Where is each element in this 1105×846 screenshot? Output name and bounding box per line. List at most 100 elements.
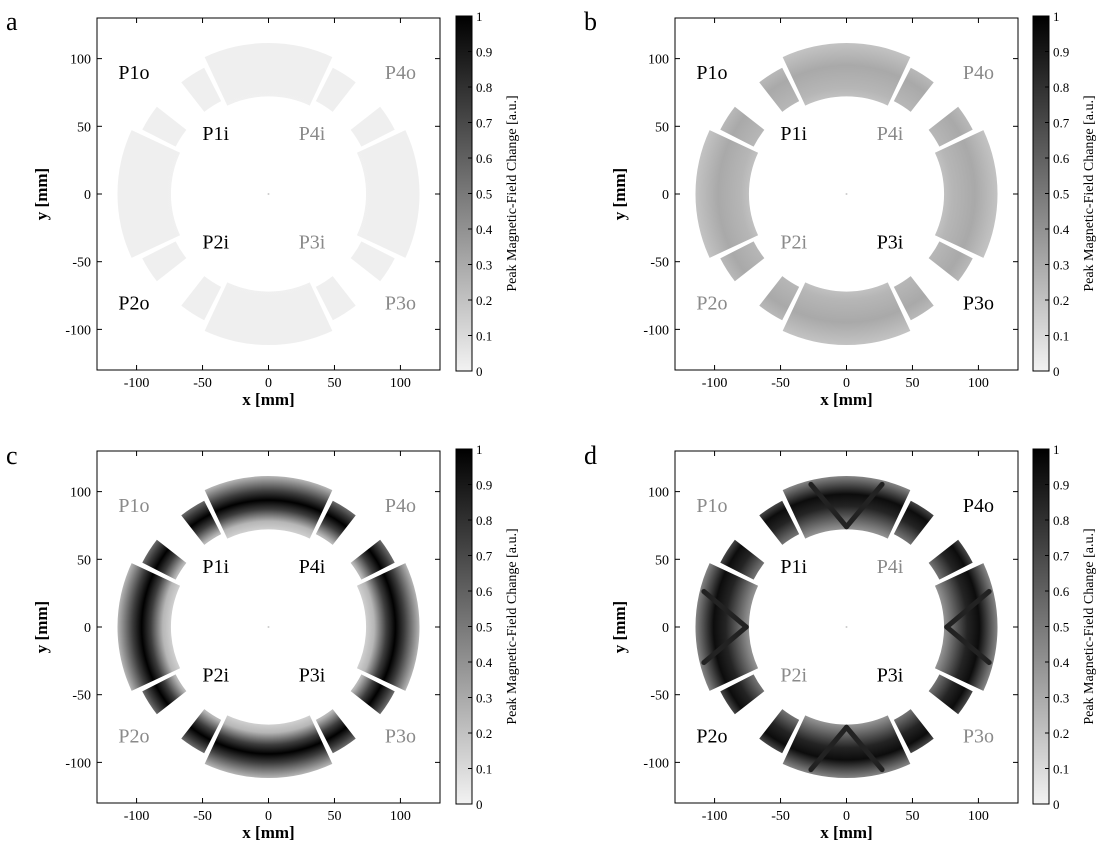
colorbar-label: Peak Magnetic-Field Change [a.u.]	[505, 528, 520, 724]
x-tick-label: -50	[771, 809, 790, 824]
colorbar-tick-label: 0.1	[1053, 762, 1069, 777]
pole-block	[350, 539, 395, 580]
field-streak	[944, 624, 992, 666]
pole-block	[142, 539, 187, 580]
pole-label-p2i: P2i	[202, 664, 229, 686]
y-tick-label: -50	[650, 689, 669, 704]
y-tick-label: -50	[72, 256, 91, 271]
x-tick-label: 50	[905, 809, 919, 824]
colorbar-tick-label: 0.5	[1053, 620, 1069, 635]
field-streak	[844, 481, 885, 530]
field-streak	[701, 588, 749, 630]
pole-label-p2o: P2o	[696, 725, 727, 747]
y-tick-label: -100	[65, 756, 91, 771]
pole-label-p3i: P3i	[299, 231, 326, 253]
pole-block	[142, 674, 187, 715]
pole-label-p4o: P4o	[385, 62, 416, 84]
pole-block	[350, 106, 395, 147]
pole-block	[759, 709, 800, 754]
colorbar-tick-label: 0.7	[1053, 116, 1070, 131]
x-tick-label: -100	[702, 376, 728, 391]
pole-label-p2o: P2o	[118, 292, 149, 314]
pole-top	[204, 475, 333, 539]
pole-block	[759, 500, 800, 545]
x-tick-label: 50	[327, 809, 341, 824]
pole-label-p4i: P4i	[299, 556, 326, 578]
panel-c: c -100 -50 0 50 100 -100 -50 0 50 100 x [mm] y [mm] P…	[6, 441, 520, 842]
pole-block	[928, 674, 973, 715]
pole-bottom	[782, 282, 911, 346]
y-tick-label: 100	[70, 53, 91, 68]
pole-label-p4i: P4i	[299, 123, 326, 145]
pole-label-p2i: P2i	[780, 664, 807, 686]
colorbar-tick-label: 0.1	[476, 329, 492, 344]
colorbar-tick-label: 0.4	[476, 655, 493, 670]
field-streak	[944, 588, 992, 630]
x-tick-label: 0	[843, 809, 850, 824]
y-axis-label: y [mm]	[610, 168, 629, 220]
x-axis-label: x [mm]	[820, 823, 872, 842]
field-streak	[808, 481, 849, 530]
y-tick-label: 50	[77, 553, 91, 568]
pole-block	[893, 67, 934, 112]
pole-label-p4i: P4i	[877, 123, 904, 145]
colorbar-tick-label: 0.1	[476, 762, 492, 777]
center-mark	[845, 193, 848, 195]
x-tick-label: 50	[327, 376, 341, 391]
pole-label-p1i: P1i	[780, 123, 807, 145]
y-axis-label: y [mm]	[32, 168, 51, 220]
pole-label-p3o: P3o	[385, 725, 416, 747]
colorbar-tick-label: 0.8	[476, 513, 492, 528]
x-tick-label: -100	[124, 809, 150, 824]
pole-label-p1o: P1o	[696, 495, 727, 517]
colorbar-tick-label: 0.8	[1053, 513, 1069, 528]
colorbar-tick-label: 0.3	[476, 258, 492, 273]
pole-block	[350, 241, 395, 282]
y-tick-label: 50	[655, 120, 669, 135]
pole-label-p3i: P3i	[877, 231, 904, 253]
y-tick-label: -100	[643, 756, 669, 771]
colorbar-tick-label: 0.6	[1053, 151, 1070, 166]
center-mark	[267, 193, 270, 195]
pole-block	[181, 709, 222, 754]
pole-label-p4o: P4o	[963, 62, 994, 84]
colorbar-tick-label: 0.7	[1053, 549, 1070, 564]
pole-block	[181, 67, 222, 112]
y-tick-label: 50	[77, 120, 91, 135]
pole-bottom	[204, 715, 333, 779]
colorbar-tick-label: 1	[1053, 9, 1060, 24]
pole-block	[759, 276, 800, 321]
colorbar-tick-label: 1	[1053, 442, 1060, 457]
pole-label-p3i: P3i	[877, 664, 904, 686]
pole-label-p3o: P3o	[385, 292, 416, 314]
colorbar-tick-label: 0.2	[476, 726, 492, 741]
pole-block	[142, 241, 187, 282]
colorbar-tick-label: 0.1	[1053, 329, 1069, 344]
x-tick-label: 100	[968, 809, 989, 824]
colorbar-tick-label: 0.4	[476, 222, 493, 237]
colorbar-label: Peak Magnetic-Field Change [a.u.]	[1082, 95, 1097, 291]
colorbar-tick-label: 0.2	[476, 293, 492, 308]
pole-left	[695, 130, 759, 258]
colorbar-tick-label: 0.9	[1053, 45, 1069, 60]
pole-block	[315, 67, 356, 112]
pole-label-p1o: P1o	[696, 62, 727, 84]
pole-block	[893, 709, 934, 754]
x-tick-label: -50	[771, 376, 790, 391]
x-tick-label: -100	[124, 376, 150, 391]
x-tick-label: 100	[390, 809, 411, 824]
x-axis-label: x [mm]	[820, 390, 872, 409]
y-axis-label: y [mm]	[610, 601, 629, 653]
x-axis-label: x [mm]	[242, 823, 294, 842]
x-tick-label: 100	[968, 376, 989, 391]
colorbar-tick-label: 0.5	[476, 187, 492, 202]
pole-block	[720, 241, 765, 282]
y-tick-label: 0	[84, 621, 91, 636]
pole-label-p3o: P3o	[963, 725, 994, 747]
pole-block	[181, 276, 222, 321]
y-tick-label: -100	[65, 323, 91, 338]
x-tick-label: -50	[193, 809, 212, 824]
pole-block	[720, 674, 765, 715]
colorbar-tick-label: 0.9	[476, 478, 492, 493]
